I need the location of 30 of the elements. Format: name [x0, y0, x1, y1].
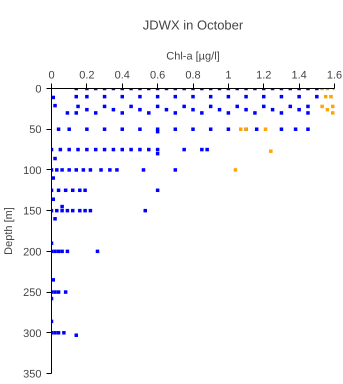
point: [329, 94, 333, 98]
y-tick-label: 150: [23, 206, 42, 218]
point: [324, 94, 328, 98]
chart-title: JDWX in October: [142, 18, 244, 32]
x-tick-label: 1.4: [291, 70, 307, 82]
point: [234, 168, 238, 172]
y-tick-label: 50: [29, 124, 42, 136]
point: [269, 149, 273, 153]
x-tick-label: 1.6: [326, 70, 342, 82]
x-tick-label: 0.8: [185, 70, 201, 82]
x-tick-label: 1: [225, 70, 232, 82]
x-tick-label: 0.4: [114, 70, 130, 82]
point: [264, 127, 268, 131]
point: [330, 111, 334, 115]
y-tick-label: 100: [23, 164, 42, 177]
x-tick-label: 0: [48, 70, 55, 82]
y-tick-label: 300: [23, 328, 42, 340]
point: [326, 108, 330, 112]
y-tick-label: 0: [35, 84, 42, 96]
y-axis-title: Depth [m]: [3, 207, 16, 255]
x-axis-title: Chl-a [µg/l]: [166, 50, 220, 62]
point: [320, 104, 324, 108]
x-tick-label: 1.2: [256, 70, 272, 82]
y-tick-label: 200: [23, 246, 42, 258]
y-tick-label: 250: [23, 287, 42, 300]
y-tick-label: 350: [23, 368, 42, 380]
point: [239, 127, 243, 131]
x-tick-label: 0.2: [79, 70, 95, 82]
x-tick-label: 0.6: [150, 70, 166, 82]
point: [330, 104, 334, 108]
